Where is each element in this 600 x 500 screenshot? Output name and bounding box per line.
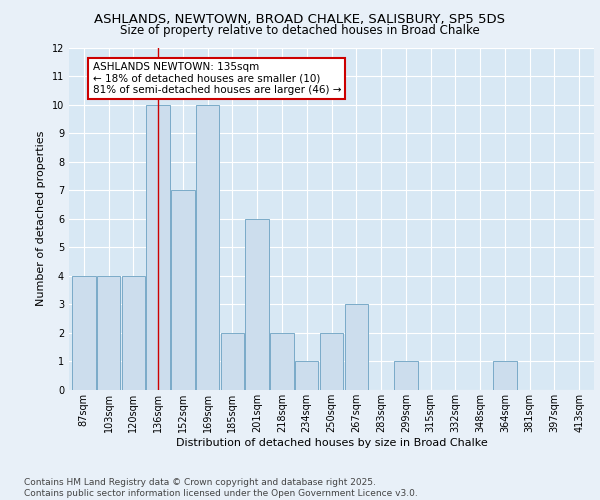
Bar <box>245 219 269 390</box>
Bar <box>270 333 294 390</box>
Bar <box>146 104 170 390</box>
Bar <box>320 333 343 390</box>
Bar <box>394 362 418 390</box>
Bar <box>122 276 145 390</box>
X-axis label: Distribution of detached houses by size in Broad Chalke: Distribution of detached houses by size … <box>176 438 487 448</box>
Y-axis label: Number of detached properties: Number of detached properties <box>36 131 46 306</box>
Bar <box>97 276 121 390</box>
Bar <box>295 362 319 390</box>
Text: Contains HM Land Registry data © Crown copyright and database right 2025.
Contai: Contains HM Land Registry data © Crown c… <box>24 478 418 498</box>
Bar <box>72 276 95 390</box>
Text: ASHLANDS NEWTOWN: 135sqm
← 18% of detached houses are smaller (10)
81% of semi-d: ASHLANDS NEWTOWN: 135sqm ← 18% of detach… <box>92 62 341 95</box>
Bar <box>493 362 517 390</box>
Bar <box>171 190 194 390</box>
Bar <box>344 304 368 390</box>
Text: Size of property relative to detached houses in Broad Chalke: Size of property relative to detached ho… <box>120 24 480 37</box>
Bar <box>221 333 244 390</box>
Text: ASHLANDS, NEWTOWN, BROAD CHALKE, SALISBURY, SP5 5DS: ASHLANDS, NEWTOWN, BROAD CHALKE, SALISBU… <box>95 12 505 26</box>
Bar <box>196 104 220 390</box>
